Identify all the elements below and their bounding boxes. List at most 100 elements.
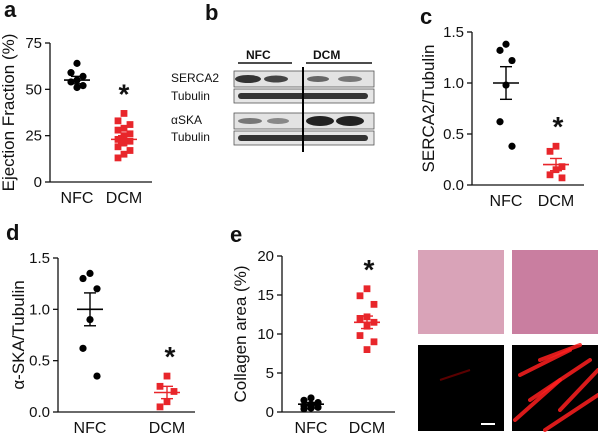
data-point-nfc	[300, 405, 308, 413]
y-tick-label: 1.5	[29, 250, 50, 267]
data-point-nfc	[508, 142, 516, 150]
y-tick-label: 0.0	[29, 404, 50, 421]
data-point-dcm	[126, 121, 134, 128]
collagen-streak	[528, 358, 592, 402]
y-tick-label: 0	[34, 174, 42, 191]
panel-label-c: c	[420, 4, 432, 29]
x-tick-label: DCM	[538, 193, 574, 210]
data-point-nfc	[508, 56, 516, 65]
y-axis-label: SERCA2/Tubulin	[419, 45, 438, 173]
data-point-nfc	[93, 372, 101, 380]
y-tick-label: 0.5	[443, 126, 464, 143]
collagen-streak	[518, 348, 572, 377]
data-point-dcm	[363, 285, 371, 293]
blot-row-label-serca2: SERCA2	[171, 71, 219, 85]
significance-star: *	[553, 111, 564, 142]
collagen-signal	[439, 343, 598, 432]
y-tick-label: 1.5	[443, 24, 464, 41]
y-tick-label: 1.0	[29, 301, 50, 318]
significance-star: *	[364, 254, 375, 285]
x-tick-label: DCM	[106, 190, 142, 207]
x-tick-label: DCM	[349, 420, 385, 437]
collagen-streak	[543, 393, 598, 432]
y-axis-label: Ejection Fraction (%)	[0, 34, 18, 192]
blot-band	[338, 76, 362, 82]
blot-band	[264, 75, 288, 83]
blot-row-label-aska: αSKA	[171, 113, 202, 127]
data-point-dcm	[126, 130, 134, 138]
micrograph-nfc-fluorescence	[418, 345, 504, 431]
blot-band	[267, 118, 289, 124]
y-axis-label: Collagen area (%)	[231, 265, 250, 402]
panel-label-b: b	[205, 0, 218, 25]
western-blot: NFC DCM SERCA2 Tubulin αSKA Tubulin	[171, 48, 375, 152]
data-point-dcm	[156, 382, 164, 390]
blot-band	[307, 76, 329, 82]
data-point-nfc	[502, 40, 510, 48]
data-point-dcm	[363, 346, 371, 353]
y-tick-label: 15	[257, 287, 274, 304]
data-point-dcm	[114, 126, 122, 134]
blot-row-label-tubulin-2: Tubulin	[171, 130, 210, 144]
data-point-dcm	[558, 174, 566, 182]
data-point-dcm	[170, 388, 178, 395]
data-point-nfc	[496, 118, 504, 126]
panel-label-a: a	[4, 0, 17, 22]
y-tick-label: 0	[266, 404, 274, 421]
blot-band	[238, 118, 262, 124]
data-point-dcm	[558, 163, 566, 171]
significance-star: *	[165, 341, 176, 372]
micrograph-dcm-histology	[512, 250, 598, 334]
y-tick-label: 0.0	[443, 177, 464, 194]
x-tick-label: NFC	[490, 193, 523, 210]
data-point-dcm	[546, 147, 554, 155]
micrograph-nfc-histology	[418, 250, 504, 334]
blot-group-label-nfc: NFC	[246, 48, 271, 62]
data-point-dcm	[370, 338, 378, 346]
data-point-dcm	[156, 403, 164, 411]
data-point-dcm	[126, 147, 134, 154]
data-point-dcm	[163, 372, 171, 380]
blot-band	[306, 116, 334, 126]
x-tick-label: NFC	[61, 190, 94, 207]
y-tick-label: 0.5	[29, 353, 50, 370]
y-tick-label: 25	[25, 128, 42, 145]
x-tick-label: DCM	[149, 420, 185, 437]
data-point-nfc	[67, 69, 75, 77]
data-point-dcm	[546, 171, 554, 179]
data-point-dcm	[114, 143, 122, 151]
data-point-dcm	[120, 150, 128, 158]
data-point-nfc	[307, 394, 315, 402]
data-point-dcm	[114, 117, 122, 125]
data-point-nfc	[86, 269, 94, 277]
data-point-dcm	[120, 124, 128, 132]
y-tick-label: 5	[266, 365, 274, 382]
y-tick-label: 1.0	[443, 75, 464, 92]
collagen-streak-faint	[439, 369, 471, 381]
collagen-streak	[558, 368, 598, 412]
data-point-nfc	[73, 83, 81, 92]
x-tick-label: NFC	[295, 420, 328, 437]
data-point-dcm	[370, 300, 378, 308]
blot-band	[336, 116, 364, 126]
data-point-dcm	[552, 142, 560, 150]
data-point-nfc	[73, 59, 81, 67]
chart-c: 0.0 0.5 1.0 1.5 SERCA2/Tubulin NFC DCM *	[419, 24, 584, 210]
data-point-nfc	[79, 344, 87, 352]
panel-label-d: d	[6, 220, 19, 245]
blot-band	[235, 75, 261, 83]
chart-d: 0.0 0.5 1.0 1.5α-SKA/Tubulin NFC DCM *	[9, 250, 195, 437]
chart-a: 0 25 50 75 Ejection Fraction (%) NFC DCM *	[0, 34, 152, 207]
data-point-nfc	[79, 274, 87, 283]
data-point-nfc	[93, 285, 101, 293]
data-point-dcm	[120, 110, 128, 117]
y-tick-label: 50	[25, 81, 42, 98]
micrographs	[418, 250, 598, 432]
y-axis-label: α-SKA/Tubulin	[9, 280, 28, 389]
data-point-dcm	[356, 292, 364, 300]
y-tick-label: 75	[25, 35, 42, 52]
data-point-dcm	[114, 154, 122, 162]
y-tick-label: 20	[257, 248, 274, 265]
data-point-dcm	[356, 332, 364, 339]
